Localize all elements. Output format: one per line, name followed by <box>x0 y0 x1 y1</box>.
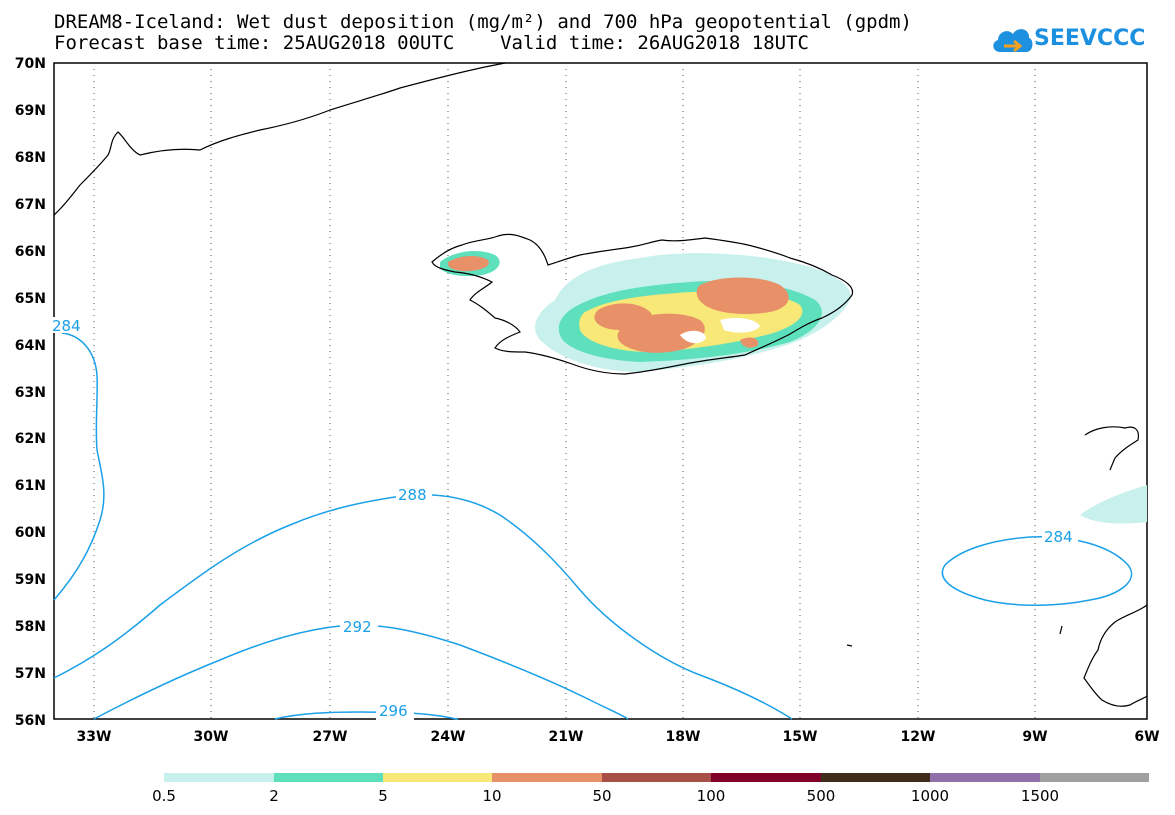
contour-284-east <box>941 536 1133 607</box>
lat-label: 61N <box>15 478 46 494</box>
lat-label: 70N <box>15 56 46 72</box>
lon-label: 18W <box>666 729 701 745</box>
contour-label: 284 <box>1044 528 1073 546</box>
lat-label: 62N <box>15 431 46 447</box>
legend-label: 1000 <box>911 787 949 805</box>
contour-label: 284 <box>52 317 81 335</box>
lat-label: 69N <box>15 103 46 119</box>
legend-label: 1500 <box>1021 787 1059 805</box>
lat-label: 60N <box>15 525 46 541</box>
legend-labels: 0.5 2 5 10 50 100 500 1000 1500 <box>152 787 1059 805</box>
contour-284-west <box>53 332 105 601</box>
faroe-coast <box>1084 426 1140 471</box>
legend-swatch <box>821 773 930 782</box>
contour-label: 292 <box>343 618 372 636</box>
cloud-icon <box>993 29 1033 53</box>
lat-label: 56N <box>15 713 46 729</box>
lon-label: 33W <box>77 729 112 745</box>
lat-label: 65N <box>15 291 46 307</box>
lon-label: 30W <box>194 729 229 745</box>
lon-label: 12W <box>901 729 936 745</box>
lat-label: 68N <box>15 150 46 166</box>
legend-label: 0.5 <box>152 787 176 805</box>
legend-swatch <box>492 773 602 782</box>
lon-label: 21W <box>549 729 584 745</box>
coastlines <box>53 62 1148 707</box>
legend-swatch <box>930 773 1040 782</box>
legend-label: 100 <box>697 787 726 805</box>
lon-label: 6W <box>1134 729 1159 745</box>
legend-swatch <box>711 773 821 782</box>
lat-label: 67N <box>15 197 46 213</box>
contour-292 <box>93 624 629 720</box>
legend-label: 2 <box>269 787 279 805</box>
contour-label: 296 <box>379 702 408 720</box>
lat-label: 64N <box>15 338 46 354</box>
forecast-times: Forecast base time: 25AUG2018 00UTC Vali… <box>54 32 809 54</box>
contour-label: 288 <box>398 486 427 504</box>
lon-label: 9W <box>1022 729 1047 745</box>
legend-colorbar <box>164 773 1149 782</box>
logo-text: SEEVCCC <box>1034 26 1146 51</box>
lon-label: 24W <box>431 729 466 745</box>
iceland-coast <box>431 233 854 375</box>
grid-lines <box>93 63 1036 719</box>
geopotential-contours <box>53 332 1133 720</box>
lat-label: 59N <box>15 572 46 588</box>
legend-label: 10 <box>482 787 501 805</box>
legend-swatch <box>602 773 711 782</box>
lon-label: 15W <box>783 729 818 745</box>
legend-label: 500 <box>807 787 836 805</box>
lat-label: 63N <box>15 385 46 401</box>
latitude-labels: 70N 69N 68N 67N 66N 65N 64N 63N 62N 61N … <box>15 56 46 729</box>
greenland-coast <box>53 62 506 216</box>
lat-label: 57N <box>15 666 46 682</box>
map-title: DREAM8-Iceland: Wet dust deposition (mg/… <box>54 11 912 33</box>
contour-288 <box>53 493 793 720</box>
longitude-labels: 33W 30W 27W 24W 21W 18W 15W 12W 9W 6W <box>77 729 1160 745</box>
legend-swatch <box>383 773 492 782</box>
contour-label-group: 284 288 292 296 284 <box>52 317 1078 720</box>
lat-label: 66N <box>15 244 46 260</box>
lat-label: 58N <box>15 619 46 635</box>
lon-label: 27W <box>313 729 348 745</box>
legend-swatch <box>274 773 383 782</box>
map-frame <box>53 62 1148 720</box>
legend-label: 50 <box>592 787 611 805</box>
legend-swatch <box>1040 773 1149 782</box>
legend-swatch <box>164 773 274 782</box>
legend-label: 5 <box>378 787 388 805</box>
scotland-coast <box>1083 604 1148 707</box>
